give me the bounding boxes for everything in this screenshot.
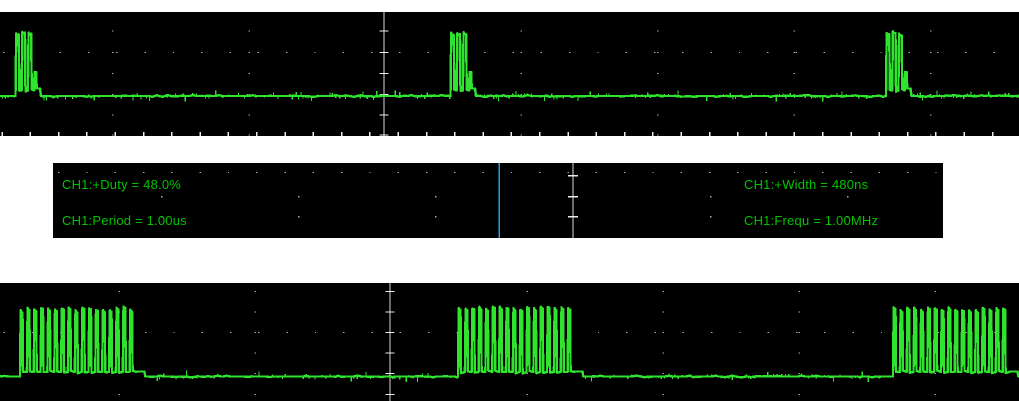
scope-measurement-panel: CH1:+Duty = 48.0% CH1:Period = 1.00us CH… [53,163,943,238]
scope-waveform-panel-bottom [0,283,1019,401]
scope-top-graticule-and-trace [0,12,1019,136]
measurement-width: CH1:+Width = 480ns [744,177,869,192]
scope-bottom-graticule-and-trace [0,283,1019,401]
scope-middle-graticule-and-trace [58,163,937,238]
scope-waveform-panel-top [0,12,1019,136]
measurement-frequency: CH1:Frequ = 1.00MHz [744,213,879,228]
measurement-duty: CH1:+Duty = 48.0% [62,177,182,192]
measurement-period: CH1:Period = 1.00us [62,213,187,228]
